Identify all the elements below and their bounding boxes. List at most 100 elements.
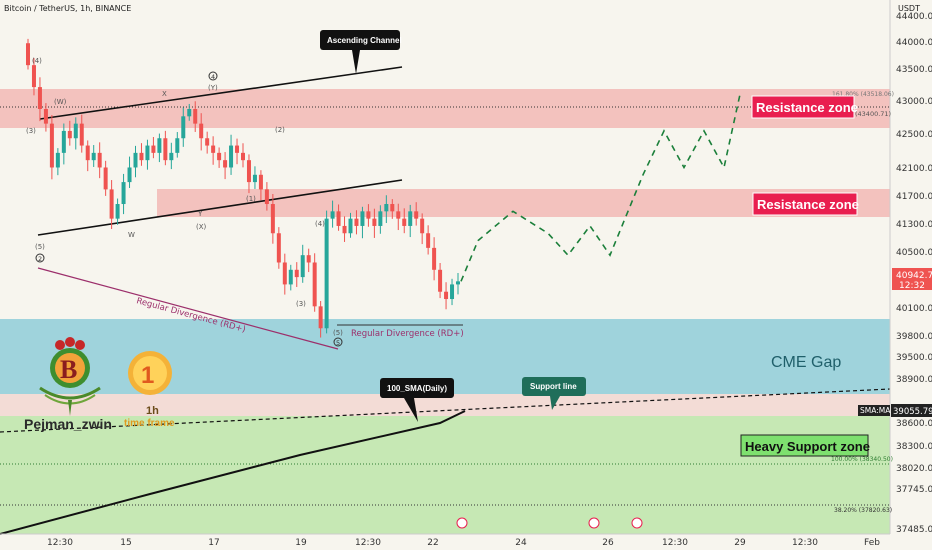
event-icon-3[interactable] (631, 517, 643, 529)
price-tick: 37485.00 (896, 525, 932, 535)
price-tick: 40500.00 (896, 248, 932, 258)
resistance-zone-top (0, 89, 890, 128)
candle-body (264, 189, 269, 205)
fib-top-price: (43400.71) (855, 110, 891, 118)
candle-body (139, 152, 144, 161)
candles-group (26, 38, 460, 338)
fib-top-label: 161.80% (43518.06) (832, 91, 894, 98)
candle-body (109, 189, 114, 219)
price-tick: 40100.00 (896, 304, 932, 314)
support-line (0, 388, 891, 433)
wave-label-5b: (5) (333, 329, 343, 337)
candle-body (312, 262, 317, 307)
chart-title: Bitcoin / TetherUS, 1h, BINANCE (4, 4, 131, 13)
event-icon-2[interactable] (588, 517, 600, 529)
candle-body (378, 211, 383, 226)
time-tick: 15 (120, 538, 131, 548)
sma-line (0, 410, 466, 535)
candle-body (456, 281, 460, 285)
time-axis-ticks: 12:30 15 17 19 12:30 22 24 26 12:30 29 12:30 Feb (47, 538, 880, 548)
wave-label-4: (4) (32, 57, 42, 65)
wave-label-3b: (3) (296, 300, 306, 308)
candle-body (276, 233, 281, 263)
candle-body (408, 211, 413, 226)
time-tick: 12:30 (355, 538, 381, 548)
candle-body (426, 233, 431, 248)
candle-body (258, 174, 263, 190)
divergence-line-left (37, 267, 339, 350)
svg-text:B: B (60, 355, 77, 384)
circled-wave-4 (208, 71, 218, 81)
candle-body (306, 255, 311, 263)
support-callout-pointer (550, 396, 560, 410)
resistance-mid-label: Resistance zone (757, 197, 859, 212)
candle-body (318, 306, 323, 329)
candle-body (420, 218, 425, 234)
wave-label-ys: Y (197, 210, 203, 218)
price-axis-ticks: 44400.00 44000.00 43500.00 43000.00 42500.00… (896, 12, 932, 535)
forecast-path (460, 94, 741, 282)
currency-label: USDT (898, 4, 920, 13)
wave-label-4b: (4) (315, 220, 325, 228)
candle-body (354, 218, 359, 226)
candle-body (103, 167, 108, 190)
time-tick: 19 (295, 538, 307, 548)
channel-upper-line (39, 66, 403, 120)
wave-label-w: (W) (54, 98, 67, 106)
candle-body (145, 145, 150, 161)
candle-body (432, 247, 437, 270)
candle-body (223, 160, 228, 168)
time-tick: 26 (602, 538, 614, 548)
wave-label-2a: (2) (275, 126, 285, 134)
candle-body (330, 211, 335, 219)
candle-body (348, 218, 353, 234)
candle-body (270, 204, 275, 234)
current-price-tag (892, 268, 932, 290)
candle-body (73, 123, 78, 139)
price-tick: 39800.00 (896, 332, 932, 342)
svg-text:1: 1 (141, 362, 154, 389)
candle-body (163, 138, 168, 161)
ascending-channel-callout (320, 30, 400, 50)
time-tick: 29 (734, 538, 746, 548)
candle-body (229, 145, 234, 168)
candle-body (235, 145, 240, 153)
candle-body (324, 218, 329, 329)
candle-body (181, 116, 186, 139)
candle-body (133, 152, 138, 168)
sma-value-bg (891, 404, 932, 417)
candle-body (390, 204, 395, 212)
current-price-value: 40942.79 (896, 271, 932, 281)
circled-wave-4-text: 4 (211, 73, 215, 81)
price-tick: 42100.00 (896, 164, 932, 174)
candle-body (79, 123, 84, 146)
support-callout-text: Support line (530, 382, 577, 391)
divergence-right-text: Regular Divergence (RD+) (351, 329, 464, 339)
resistance-mid-label-bg (752, 192, 858, 216)
wave-label-xs: X (162, 90, 167, 98)
candle-body (199, 123, 204, 139)
bitcoin-logo-icon: B (39, 337, 101, 416)
event-icon-1[interactable] (456, 517, 468, 529)
candle-body (175, 138, 180, 153)
candle-body (91, 152, 96, 161)
ascending-channel-text: Ascending Channel (327, 36, 402, 45)
candle-body (450, 284, 455, 300)
candle-body (366, 211, 371, 219)
candle-body (151, 145, 156, 153)
circled-wave-2-text: 2 (38, 255, 42, 263)
time-tick: 17 (208, 538, 219, 548)
candle-body (402, 218, 407, 226)
support-callout (522, 377, 586, 396)
one-hour-badge-icon: 1 (128, 351, 172, 395)
price-tick: 44400.00 (896, 12, 932, 22)
wave-label-ws: W (128, 231, 135, 239)
circled-wave-2 (35, 253, 45, 263)
timeframe-top: 1h (146, 405, 159, 417)
fib-mid-label: 100.00% (38340.50) (831, 456, 893, 463)
candle-body (288, 269, 293, 285)
price-tick: 44000.00 (896, 38, 932, 48)
price-tick: 43000.00 (896, 97, 932, 107)
circled-wave-5-text: 5 (336, 339, 340, 347)
